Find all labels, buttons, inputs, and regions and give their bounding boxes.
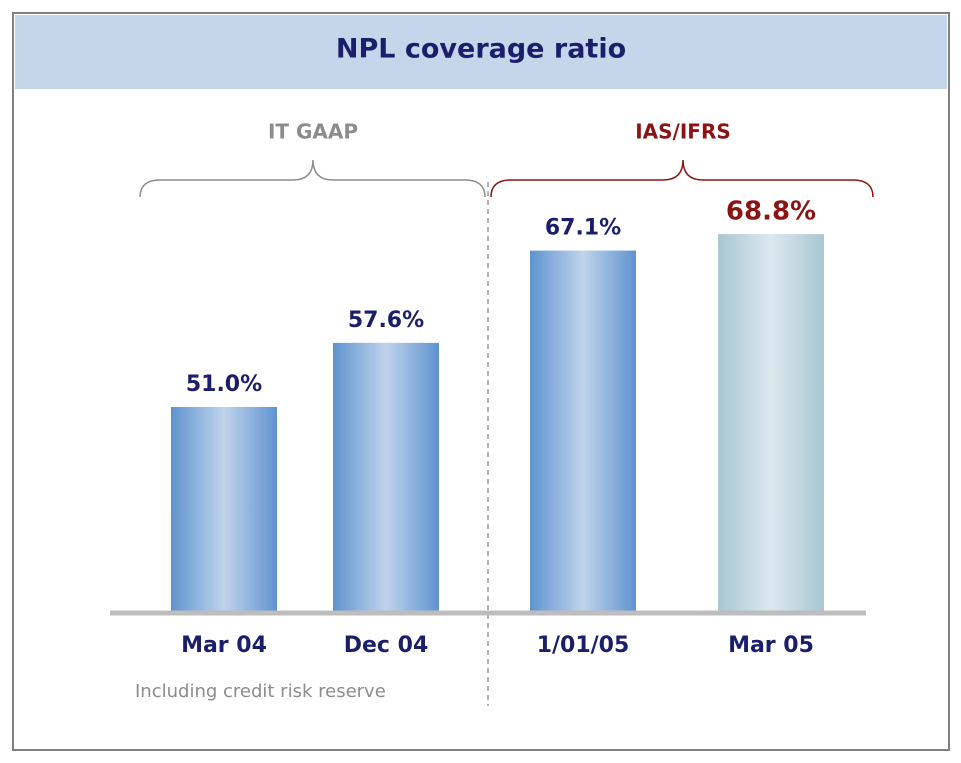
- value-label: 51.0%: [186, 372, 262, 397]
- x-tick-label: Mar 04: [181, 633, 267, 658]
- group-brace: [139, 159, 486, 198]
- chart-title: NPL coverage ratio: [336, 34, 626, 65]
- header-band: [15, 15, 947, 89]
- footnote: Including credit risk reserve: [135, 681, 386, 702]
- group-brace: [490, 159, 874, 198]
- x-tick-label: Dec 04: [344, 633, 429, 658]
- group-label: IAS/IFRS: [635, 120, 731, 144]
- bar-shine: [530, 250, 636, 611]
- x-tick-label: 1/01/05: [537, 633, 630, 658]
- value-label: 68.8%: [726, 197, 816, 227]
- value-label: 57.6%: [348, 308, 424, 333]
- x-tick-label: Mar 05: [728, 633, 814, 658]
- value-label: 67.1%: [545, 216, 621, 241]
- bar-shine: [718, 234, 824, 612]
- bar-shine: [171, 407, 277, 611]
- bar-shine: [333, 342, 439, 611]
- group-label: IT GAAP: [268, 120, 358, 144]
